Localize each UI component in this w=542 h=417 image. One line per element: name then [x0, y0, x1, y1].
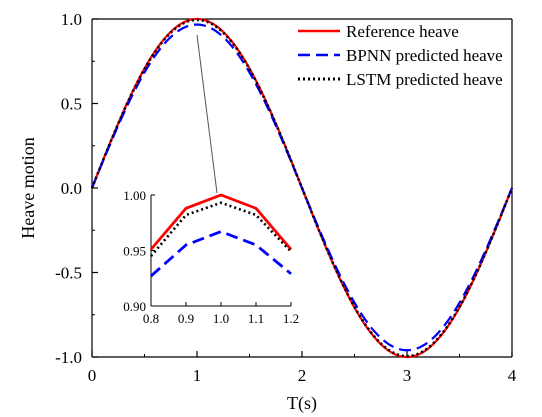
inset-series-layer [149, 193, 293, 278]
inset-x-tick-label: 1.0 [213, 311, 229, 326]
y-ticks: -1.0 -0.5 0.0 0.5 1.0 [55, 10, 98, 367]
y-tick-label: -1.0 [55, 348, 82, 367]
inset-y-tick-label: 0.90 [123, 299, 146, 314]
inset-x-ticks: 0.8 0.9 1.0 1.1 1.2 [143, 302, 299, 326]
inset-y-tick-label: 0.95 [123, 244, 146, 259]
inset-background [151, 195, 291, 306]
y-tick-label: 1.0 [61, 10, 82, 29]
inset-series-line-lstm-predicted-heave [150, 201, 292, 257]
x-tick-label: 1 [193, 366, 202, 385]
legend-label-lstm-predicted-heave: LSTM predicted heave [346, 70, 503, 89]
y-tick-label: 0.5 [61, 95, 82, 114]
series-layer [90, 17, 514, 359]
inset-y-ticks: 0.90 0.95 1.00 [123, 188, 155, 314]
inset-series-line-bpnn-predicted-heave [150, 230, 292, 278]
series-line-lstm-predicted-heave [90, 18, 514, 358]
x-tick-label: 2 [298, 366, 307, 385]
y-axis-label: Heave motion [18, 137, 38, 238]
inset-chart: 0.8 0.9 1.0 1.1 1.2 0.90 0.95 1.00 [123, 188, 299, 326]
legend-label-reference-heave: Reference heave [346, 22, 459, 41]
legend-label-bpnn-predicted-heave: BPNN predicted heave [346, 46, 503, 65]
x-axis-label: T(s) [287, 393, 317, 414]
x-tick-label: 3 [403, 366, 412, 385]
x-tick-label: 4 [508, 366, 517, 385]
inset-series-line-reference-heave [149, 193, 293, 251]
legend: Reference heave BPNN predicted heave LSTM … [298, 22, 503, 89]
inset-x-tick-label: 1.2 [283, 311, 299, 326]
inset-y-tick-label: 1.00 [123, 188, 146, 203]
x-tick-label: 0 [88, 366, 97, 385]
inset-x-tick-label: 0.9 [178, 311, 194, 326]
y-tick-label: -0.5 [55, 264, 82, 283]
y-tick-label: 0.0 [61, 179, 82, 198]
x-ticks: 0 1 2 3 4 [88, 351, 517, 385]
inset-x-tick-label: 1.1 [248, 311, 264, 326]
inset-x-tick-label: 0.8 [143, 311, 159, 326]
zoom-connector [196, 34, 218, 194]
